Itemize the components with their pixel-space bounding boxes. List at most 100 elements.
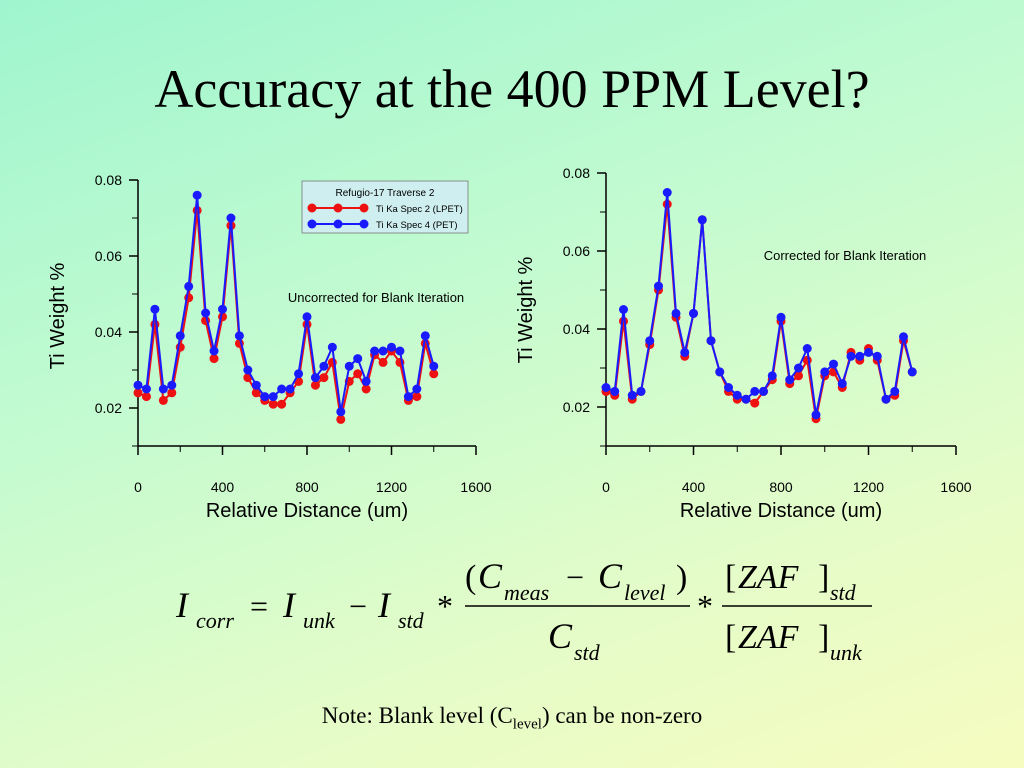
- data-point: [794, 371, 803, 381]
- data-point: [627, 390, 637, 400]
- data-point: [353, 369, 363, 379]
- note-suffix: ) can be non-zero: [541, 703, 703, 728]
- data-point: [899, 332, 908, 342]
- legend-title: Refugio-17 Traverse 2: [336, 188, 435, 199]
- data-point: [872, 351, 882, 361]
- y-axis-label: Ti Weight %: [515, 256, 537, 363]
- x-tick-label: 0: [602, 479, 610, 495]
- x-tick-label: 800: [295, 479, 319, 495]
- data-point: [724, 383, 733, 392]
- data-point: [226, 213, 236, 223]
- data-point: [141, 384, 151, 394]
- data-point: [167, 380, 177, 390]
- data-point: [277, 399, 287, 409]
- data-point: [741, 394, 751, 404]
- data-point: [890, 386, 900, 396]
- data-point: [829, 359, 838, 369]
- x-tick-label: 1600: [940, 479, 971, 495]
- data-point: [378, 346, 388, 356]
- x-tick-label: 0: [134, 479, 142, 495]
- note-text: Note: Blank level (Clevel) can be non-ze…: [0, 703, 1024, 734]
- x-axis-label: Relative Distance (um): [206, 500, 408, 522]
- x-tick-label: 1200: [376, 479, 407, 495]
- data-point: [601, 383, 611, 392]
- data-point: [302, 312, 312, 322]
- data-point: [327, 342, 337, 352]
- data-point: [175, 331, 185, 341]
- data-point: [285, 384, 295, 394]
- data-point: [310, 373, 320, 383]
- data-point: [141, 392, 151, 402]
- data-point: [636, 386, 646, 396]
- legend-swatch-marker: [333, 203, 343, 213]
- chart-2: 0 400 800 1200 1600 0.02 0.04 0.06 0.08 Relative …: [515, 165, 972, 522]
- data-point: [846, 351, 856, 361]
- data-point: [260, 392, 270, 402]
- data-point: [429, 361, 439, 371]
- data-point: [167, 388, 177, 398]
- data-point: [319, 373, 329, 383]
- data-point: [794, 363, 803, 373]
- data-point: [715, 367, 725, 377]
- y-tick-label: 0.06: [95, 248, 122, 264]
- data-point: [907, 367, 917, 377]
- series-1: [133, 205, 439, 424]
- data-point: [344, 361, 354, 371]
- data-point: [268, 392, 278, 402]
- data-point: [158, 384, 168, 394]
- y-tick-label: 0.08: [563, 165, 590, 181]
- data-point: [361, 384, 371, 394]
- series-1: [601, 199, 917, 424]
- data-point: [336, 407, 346, 417]
- slide-title: Accuracy at the 400 PPM Level?: [154, 59, 870, 119]
- data-point: [662, 188, 672, 197]
- data-point: [776, 312, 786, 322]
- x-tick-label: 400: [682, 479, 706, 495]
- x-tick-label: 400: [211, 479, 235, 495]
- data-point: [184, 281, 194, 291]
- data-point: [619, 305, 628, 314]
- data-point: [855, 351, 865, 361]
- data-point: [150, 304, 160, 314]
- data-point: [395, 346, 405, 356]
- data-point: [820, 367, 830, 377]
- chart-1: 0 400 800 1200 1600 0.02 0.04 0.06 0.08 Relative …: [47, 172, 492, 522]
- y-tick-label: 0.02: [95, 400, 122, 416]
- y-tick-label: 0.04: [563, 321, 590, 337]
- legend-swatch-marker: [307, 219, 317, 229]
- data-point: [251, 380, 261, 390]
- data-point: [251, 388, 261, 398]
- data-point: [218, 304, 227, 314]
- data-point: [387, 342, 396, 352]
- data-point: [864, 347, 873, 357]
- data-point: [697, 215, 707, 225]
- series-line: [605, 192, 914, 415]
- x-tick-label: 1600: [460, 479, 491, 495]
- data-point: [294, 369, 304, 379]
- y-tick-label: 0.06: [563, 243, 590, 259]
- data-point: [336, 414, 346, 424]
- data-point: [201, 308, 211, 318]
- data-point: [378, 357, 388, 367]
- x-axis-label: Relative Distance (um): [680, 500, 882, 522]
- data-point: [689, 308, 698, 318]
- chart-legend: Refugio-17 Traverse 2 Ti Ka Spec 2 (LPET)…: [301, 180, 469, 234]
- data-point: [234, 331, 244, 341]
- note-prefix: Note: Blank level (C: [321, 703, 513, 728]
- y-axis-label: Ti Weight %: [47, 262, 69, 369]
- legend-swatch-marker: [307, 203, 317, 213]
- data-point: [133, 388, 143, 398]
- data-point: [654, 281, 663, 291]
- data-point: [671, 308, 681, 318]
- data-point: [370, 346, 380, 356]
- legend-swatch-marker: [333, 219, 343, 229]
- series-2: [133, 190, 439, 417]
- y-tick-label: 0.04: [95, 324, 122, 340]
- data-point: [361, 376, 371, 386]
- data-point: [403, 392, 413, 402]
- data-point: [610, 386, 620, 396]
- data-point: [420, 331, 430, 341]
- data-point: [706, 336, 716, 346]
- data-point: [209, 354, 219, 364]
